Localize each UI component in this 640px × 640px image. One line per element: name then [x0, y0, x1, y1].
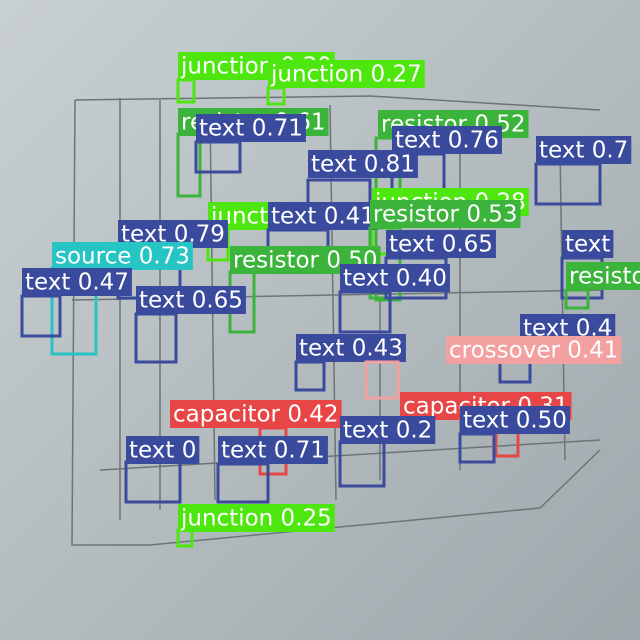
label-background: [566, 262, 640, 290]
label-background: [386, 230, 496, 258]
label-background: [296, 334, 406, 362]
detection-label: text 0.41: [271, 204, 375, 230]
detection-label: text 0.50: [463, 408, 567, 434]
label-background: [562, 230, 614, 258]
label-background: [340, 416, 436, 444]
label-background: [22, 268, 132, 296]
label-background: [536, 136, 632, 164]
label-background: [170, 400, 342, 428]
detection-label: text 0.65: [139, 288, 243, 314]
label-background: [308, 150, 418, 178]
detection-label: crossover 0.41: [449, 338, 618, 364]
label-background: [126, 436, 200, 464]
detection-label: text 0.71: [221, 438, 325, 464]
detection-label: text 0.2: [343, 418, 432, 444]
label-background: [136, 286, 246, 314]
detection-label: junction 0.27: [270, 62, 422, 88]
label-background: [196, 114, 306, 142]
detection-label: text 0.40: [343, 266, 447, 292]
label-background: [268, 202, 378, 230]
detection-label: text: [565, 232, 610, 258]
detection-label: resistor 0.53: [373, 202, 518, 228]
detection-label: text 0: [129, 438, 196, 464]
label-background: [340, 264, 450, 292]
detection-label: text 0.81: [311, 152, 415, 178]
detection-label: capacitor 0.42: [173, 402, 339, 428]
detection-label: text 0.71: [199, 116, 303, 142]
detection-label: source 0.73: [55, 244, 190, 270]
label-background: [370, 200, 521, 228]
detection-label: text 0.43: [299, 336, 403, 362]
bounding-box: [364, 360, 400, 400]
detection-label: resistor: [569, 264, 640, 290]
detection-label: text 0.47: [25, 270, 129, 296]
label-background: [460, 406, 570, 434]
label-background: [268, 60, 425, 88]
detection-label: text 0.76: [395, 128, 499, 154]
label-background: [178, 504, 335, 532]
detection-label: text 0.65: [389, 232, 493, 258]
label-background: [52, 242, 193, 270]
label-background: [392, 126, 502, 154]
detection-label: junction 0.25: [180, 506, 332, 532]
label-background: [218, 436, 328, 464]
label-background: [446, 336, 622, 364]
detection-label: text 0.7: [539, 138, 628, 164]
